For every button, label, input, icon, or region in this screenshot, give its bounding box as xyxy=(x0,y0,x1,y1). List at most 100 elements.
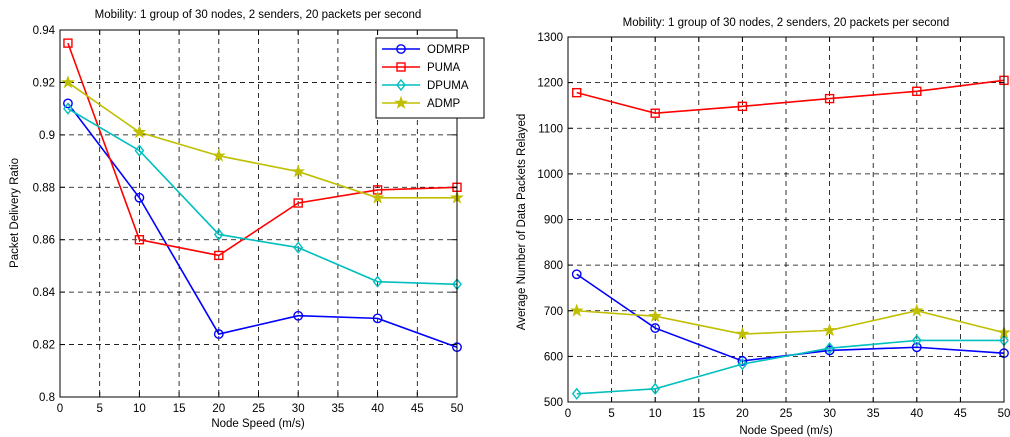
data-point-puma xyxy=(293,198,303,208)
data-point-series-4 xyxy=(735,326,750,340)
x-tick-label: 5 xyxy=(96,403,102,415)
y-tick-label: 0.86 xyxy=(33,235,55,247)
series-line-series-2 xyxy=(576,79,1005,114)
x-tick-label: 45 xyxy=(954,408,967,420)
data-point-dpuma xyxy=(372,275,383,288)
data-point-series-3 xyxy=(737,358,748,371)
y-axis-label: Packet Delivery Ratio xyxy=(9,158,21,268)
data-point-series-1 xyxy=(737,356,748,366)
legend-odmrp-marker xyxy=(396,44,406,54)
series-line-admp xyxy=(67,81,457,199)
x-tick-label: 50 xyxy=(451,403,464,415)
legend-box xyxy=(375,37,485,119)
legend-odmrp-label: ODMRP xyxy=(427,44,470,56)
data-point-series-1 xyxy=(571,269,582,280)
x-tick-label: 20 xyxy=(736,408,749,420)
legend-puma-label: PUMA xyxy=(427,62,461,74)
data-point-admp xyxy=(370,190,385,204)
chart-title: Mobility: 1 group of 30 nodes, 2 senders… xyxy=(623,17,950,29)
x-tick-label: 10 xyxy=(649,408,662,420)
x-tick-label: 15 xyxy=(173,403,186,415)
y-tick-label: 1300 xyxy=(537,32,563,44)
legend-item-odmrp: ODMRP xyxy=(382,44,470,56)
series-lines xyxy=(569,75,1010,400)
grid-lines xyxy=(60,30,457,397)
chart-packet-delivery-ratio: Mobility: 1 group of 30 nodes, 2 senders… xyxy=(9,9,485,430)
series-line-series-4 xyxy=(576,309,1005,335)
y-tick-label: 700 xyxy=(544,306,563,318)
data-point-series-2 xyxy=(650,108,660,118)
legend-item-dpuma: DPUMA xyxy=(382,78,469,92)
data-point-series-1 xyxy=(911,342,922,353)
y-tick-label: 0.82 xyxy=(33,340,55,352)
x-tick-label: 35 xyxy=(867,408,880,420)
data-point-series-3 xyxy=(571,387,582,400)
y-tick-label: 800 xyxy=(544,260,563,272)
data-point-dpuma xyxy=(134,144,145,157)
x-axis-label: Node Speed (m/s) xyxy=(211,418,304,430)
data-point-series-3 xyxy=(911,334,922,347)
x-tick-label: 30 xyxy=(823,408,836,420)
x-tick-label: 25 xyxy=(780,408,793,420)
legend-item-puma: PUMA xyxy=(382,62,461,74)
data-point-odmrp xyxy=(134,192,145,203)
y-tick-label: 0.8 xyxy=(39,392,55,404)
y-tick-label: 500 xyxy=(544,397,563,409)
y-axis-label: Average Number of Data Packets Relayed xyxy=(516,114,528,330)
series-line-puma xyxy=(67,42,458,257)
y-tick-label: 1200 xyxy=(537,78,563,90)
data-point-odmrp xyxy=(213,329,224,339)
data-point-series-4 xyxy=(909,303,924,317)
series-line-odmrp xyxy=(67,102,458,348)
x-tick-label: 40 xyxy=(910,408,923,420)
x-tick-label: 25 xyxy=(252,403,265,415)
y-tick-label: 0.84 xyxy=(33,287,56,299)
data-point-odmrp xyxy=(63,98,73,109)
data-point-series-2 xyxy=(912,86,922,96)
data-point-puma xyxy=(134,235,145,245)
legend: ODMRP PUMA DPUMA ADMP xyxy=(375,37,485,119)
y-tick-label: 600 xyxy=(544,351,563,363)
x-tick-label: 45 xyxy=(411,403,424,415)
legend-admp-label: ADMP xyxy=(427,98,461,110)
data-point-series-2 xyxy=(737,101,748,112)
x-tick-label: 15 xyxy=(692,408,705,420)
x-tick-label: 30 xyxy=(292,403,305,415)
y-tick-label: 0.9 xyxy=(39,130,55,142)
y-tick-label: 900 xyxy=(544,215,563,227)
legend-admp-marker xyxy=(394,95,408,109)
x-tick-label: 10 xyxy=(133,403,146,415)
x-tick-label: 40 xyxy=(371,403,384,415)
data-point-series-2 xyxy=(572,87,582,98)
grid-lines xyxy=(568,37,1004,402)
data-point-series-3 xyxy=(650,382,661,395)
data-point-series-4 xyxy=(822,323,837,337)
series-lines xyxy=(61,38,464,353)
y-tick-label: 0.92 xyxy=(33,77,55,89)
x-tick-label: 20 xyxy=(212,403,225,415)
x-axis-label: Node Speed (m/s) xyxy=(739,425,832,437)
data-point-series-4 xyxy=(648,309,663,323)
legend-dpuma-marker xyxy=(396,78,406,92)
y-tick-label: 1100 xyxy=(538,123,563,135)
data-point-series-4 xyxy=(569,303,584,317)
data-point-series-3 xyxy=(824,342,835,355)
data-point-series-1 xyxy=(824,345,835,356)
x-tick-label: 0 xyxy=(57,403,63,415)
legend-dpuma-label: DPUMA xyxy=(427,80,469,92)
axis-ticks: 0 5 10 15 20 25 30 35 40 45 50 0.8 0.82 0.84 0.86 0.88 0… xyxy=(33,25,464,415)
y-tick-label: 0.94 xyxy=(33,25,56,37)
axis-ticks: 0 5 10 15 20 25 30 35 40 45 50 500 600 700 800 900 1000 1… xyxy=(537,32,1010,420)
x-tick-label: 35 xyxy=(332,403,345,415)
data-point-admp xyxy=(61,75,75,89)
data-point-admp xyxy=(132,125,147,139)
data-point-odmrp xyxy=(372,313,383,324)
data-point-series-1 xyxy=(650,323,661,333)
legend-puma-marker xyxy=(396,62,406,72)
data-point-admp xyxy=(211,148,226,162)
legend-item-admp: ADMP xyxy=(382,95,461,110)
data-point-puma xyxy=(214,250,224,261)
data-point-admp xyxy=(291,164,306,178)
y-tick-label: 0.88 xyxy=(33,182,55,194)
